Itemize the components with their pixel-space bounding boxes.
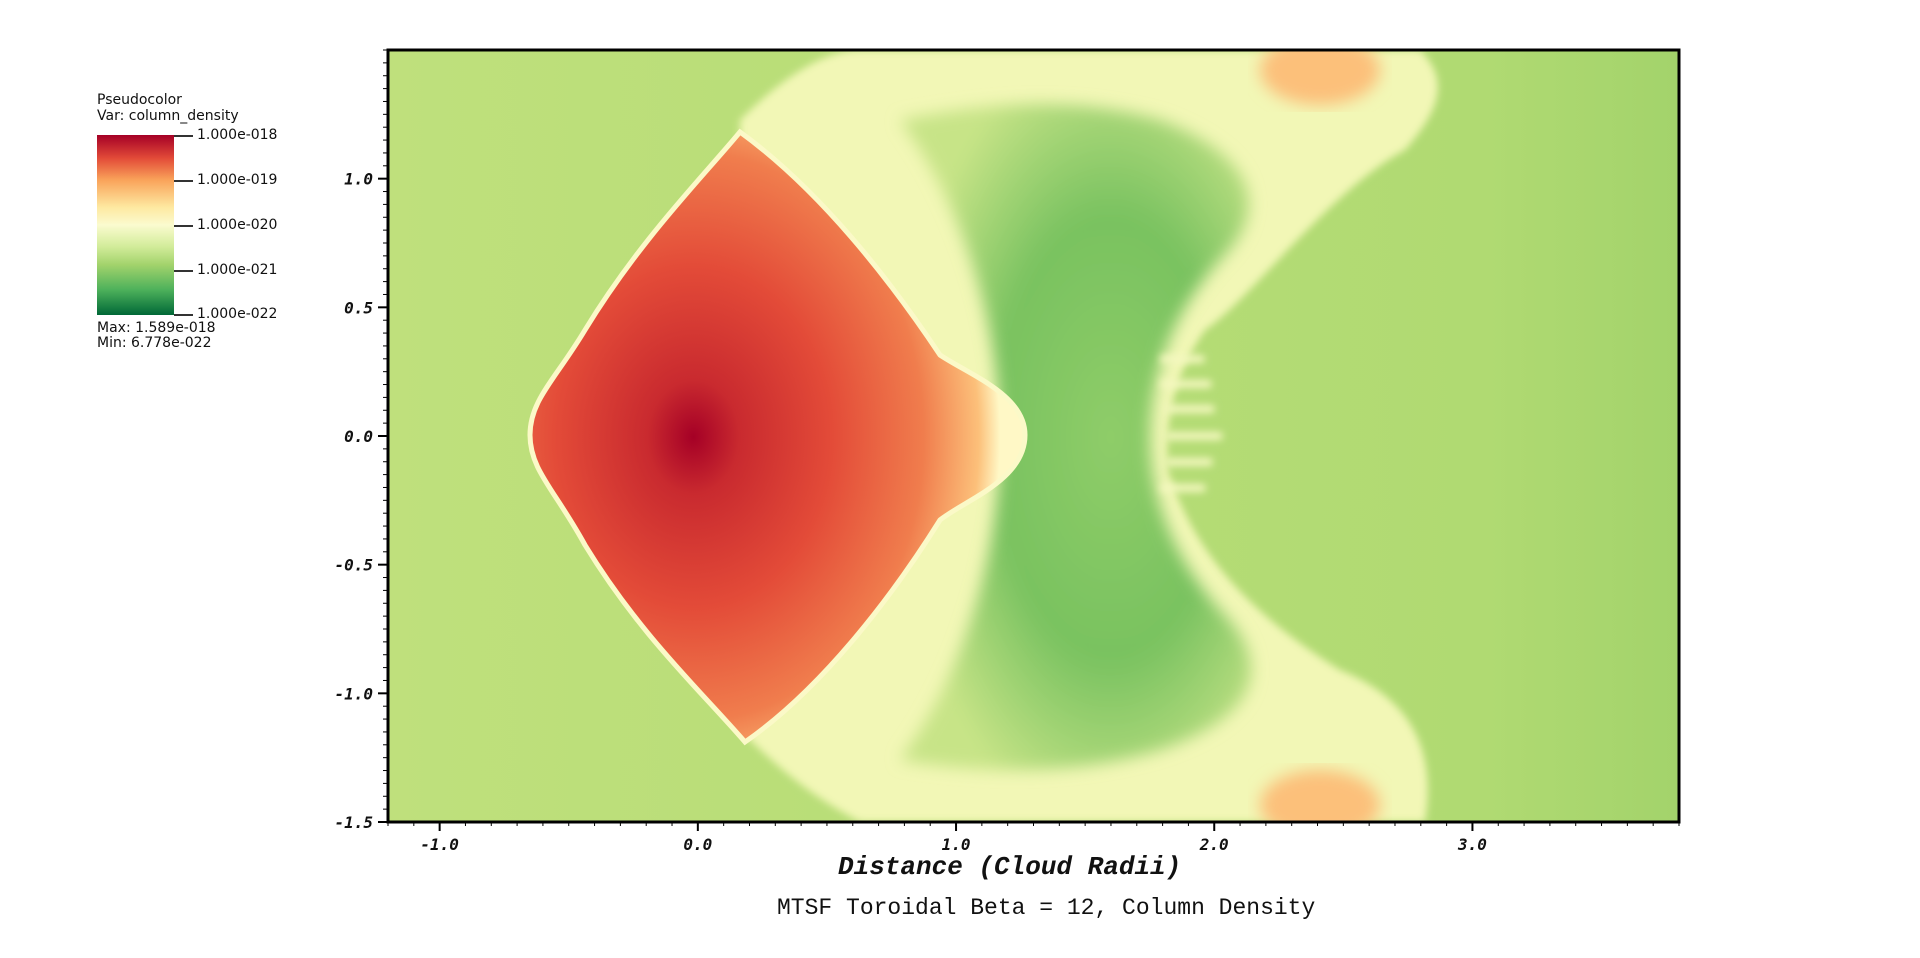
legend-max: Max: 1.589e-018 xyxy=(97,320,216,336)
x-tick-label: 3.0 xyxy=(1457,835,1487,854)
y-tick-label: 1.0 xyxy=(344,170,373,189)
y-tick-label: -0.5 xyxy=(334,556,373,575)
x-tick-label: 0.0 xyxy=(683,835,712,854)
lower-filament-tip xyxy=(1260,770,1380,822)
colorbar-tick xyxy=(174,314,193,316)
heatmap-image xyxy=(388,50,1679,822)
colorbar-tick xyxy=(174,225,193,227)
colorbar-tick-label: 1.000e-020 xyxy=(197,217,278,233)
x-axis-title: Distance (Cloud Radii) xyxy=(838,852,1182,882)
y-tick-label: -1.5 xyxy=(334,813,373,832)
x-tick-label: 2.0 xyxy=(1199,835,1229,854)
legend-variable: Var: column_density xyxy=(97,108,239,124)
colorbar-tick-label: 1.000e-022 xyxy=(197,306,278,322)
colorbar-tick-label: 1.000e-021 xyxy=(197,262,278,278)
wake-cavity xyxy=(900,104,1252,771)
upper-filament-tip xyxy=(1260,50,1380,105)
plot-caption: MTSF Toroidal Beta = 12, Column Density xyxy=(777,895,1316,921)
y-tick-label: -1.0 xyxy=(334,684,373,703)
y-axis: 1.0 0.5 0.0 -0.5 -1.0 -1.5 xyxy=(334,49,388,832)
colorbar-tick-label: 1.000e-019 xyxy=(197,172,278,188)
x-axis: -1.0 0.0 1.0 2.0 3.0 xyxy=(387,822,1680,854)
colorbar-tick xyxy=(174,135,193,137)
legend-min: Min: 6.778e-022 xyxy=(97,335,212,351)
instability-fingers xyxy=(1160,355,1223,492)
x-tick-label: -1.0 xyxy=(420,835,459,854)
colorbar-legend: Pseudocolor Var: column_density 1.000e-0… xyxy=(97,93,297,363)
colorbar-tick xyxy=(174,270,193,272)
x-tick-label: 1.0 xyxy=(942,835,971,854)
colorbar-tick xyxy=(174,180,193,182)
y-tick-label: 0.0 xyxy=(344,427,373,446)
colorbar-tick-label: 1.000e-018 xyxy=(197,127,278,143)
legend-plot-type: Pseudocolor xyxy=(97,92,182,108)
y-tick-label: 0.5 xyxy=(344,298,373,317)
cloud-core xyxy=(527,128,1028,746)
colorbar xyxy=(97,135,174,315)
